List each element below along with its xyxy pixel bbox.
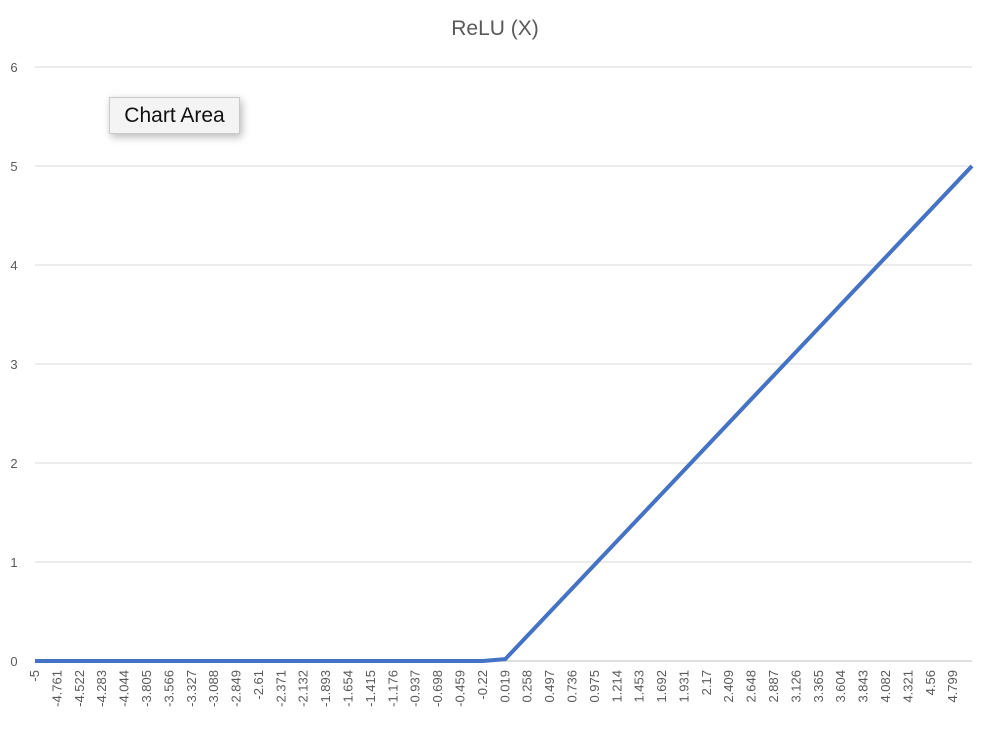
chart-area-tooltip: Chart Area — [109, 97, 240, 134]
x-tick-label: 3.365 — [811, 670, 826, 703]
x-tick-label: -4.283 — [94, 670, 109, 707]
x-tick-label: 1.692 — [654, 670, 669, 703]
x-tick-label: -0.937 — [408, 670, 423, 707]
x-tick-label: -1.415 — [363, 670, 378, 707]
x-tick-label: -2.61 — [251, 670, 266, 700]
y-tick-label: 0 — [10, 654, 17, 669]
x-tick-label: 4.082 — [878, 670, 893, 703]
x-tick-label: -0.459 — [452, 670, 467, 707]
x-tick-label: 3.126 — [788, 670, 803, 703]
chart-title: ReLU (X) — [451, 17, 539, 40]
x-tick-label: 4.321 — [900, 670, 915, 703]
x-tick-label: 3.843 — [856, 670, 871, 703]
x-tick-label: 1.214 — [609, 670, 624, 703]
x-tick-label: 4.799 — [945, 670, 960, 703]
x-tick-label: -5 — [27, 670, 42, 682]
x-tick-label: -0.698 — [430, 670, 445, 707]
x-tick-label: 2.887 — [766, 670, 781, 703]
y-tick-label: 5 — [10, 159, 17, 174]
x-tick-label: -4.761 — [49, 670, 64, 707]
x-axis-ticks: -5 -4.761 -4.522 -4.283 -4.044 -3.805 -3.566 -3… — [27, 670, 960, 707]
x-tick-label: 1.931 — [676, 670, 691, 703]
x-tick-label: -2.849 — [229, 670, 244, 707]
x-tick-label: 0.736 — [564, 670, 579, 703]
x-tick-label: -1.654 — [341, 670, 356, 707]
x-tick-label: -1.176 — [385, 670, 400, 707]
x-tick-label: -3.088 — [206, 670, 221, 707]
x-tick-label: -3.805 — [139, 670, 154, 707]
x-tick-label: 0.497 — [542, 670, 557, 703]
y-tick-label: 3 — [10, 357, 17, 372]
x-tick-label: -4.044 — [117, 670, 132, 707]
x-tick-label: 2.409 — [721, 670, 736, 703]
series-layer — [35, 164, 974, 663]
x-tick-label: -3.327 — [184, 670, 199, 707]
y-tick-label: 6 — [10, 60, 17, 75]
x-tick-label: -0.22 — [475, 670, 490, 700]
x-tick-label: 0.019 — [497, 670, 512, 703]
y-tick-label: 1 — [10, 555, 17, 570]
tooltip-text: Chart Area — [124, 103, 225, 127]
y-tick-label: 4 — [10, 258, 17, 273]
series-line-relu — [35, 164, 974, 663]
x-tick-label: 2.17 — [699, 670, 714, 695]
x-tick-label: -4.522 — [72, 670, 87, 707]
x-tick-label: 2.648 — [744, 670, 759, 703]
x-tick-label: 1.453 — [632, 670, 647, 703]
x-tick-label: 4.56 — [923, 670, 938, 695]
y-axis-ticks: 0 1 2 3 4 5 6 — [10, 60, 17, 669]
gridlines — [35, 66, 972, 662]
x-tick-label: -2.371 — [273, 670, 288, 707]
x-tick-label: -2.132 — [296, 670, 311, 707]
x-tick-label: -3.566 — [161, 670, 176, 707]
y-tick-label: 2 — [10, 456, 17, 471]
x-tick-label: -1.893 — [318, 670, 333, 707]
x-tick-label: 0.975 — [587, 670, 602, 703]
x-tick-label: 0.258 — [520, 670, 535, 703]
x-tick-label: 3.604 — [833, 670, 848, 703]
